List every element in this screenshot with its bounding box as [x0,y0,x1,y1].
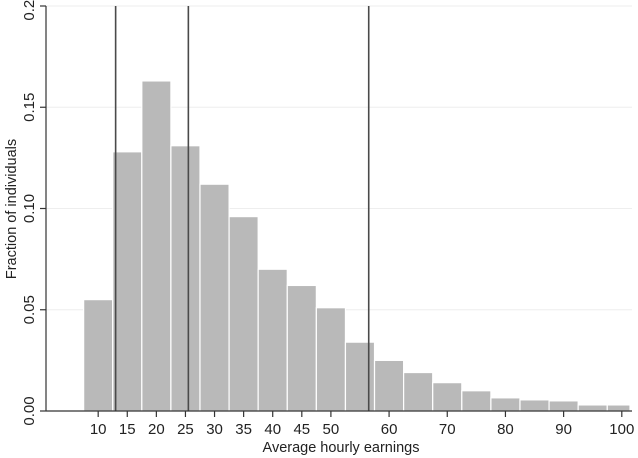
x-tick-label: 15 [119,421,136,438]
histogram-bar [432,382,463,412]
x-tick-label: 70 [439,421,456,438]
y-tick-label: 0.15 [21,93,38,122]
x-axis-title: Average hourly earnings [263,440,420,456]
histogram-bar [403,371,434,412]
histogram-bar [315,307,347,412]
histogram-bar [606,404,631,412]
y-tick-label: 0.00 [21,396,38,425]
y-axis-ticks: 0.00 0.05 0.10 0.15 0.20 [21,0,46,426]
y-axis-title: Fraction of individuals [4,139,20,279]
histogram-bar [257,268,288,412]
x-tick-label: 35 [235,421,252,438]
histogram-bars [83,80,631,412]
x-tick-label: 45 [293,421,310,438]
x-tick-label: 50 [323,421,340,438]
histogram-bar [577,404,608,412]
x-tick-label: 30 [206,421,223,438]
x-tick-label: 90 [555,421,572,438]
x-tick-label: 10 [90,421,107,438]
x-tick-label: 100 [609,421,634,438]
histogram-bar [519,399,550,412]
x-tick-label: 80 [497,421,514,438]
x-tick-label: 40 [264,421,281,438]
histogram-bar [286,284,317,412]
y-tick-label: 0.05 [21,295,38,324]
histogram-bar [112,151,143,412]
x-axis-ticks: 10 15 20 25 30 35 40 45 50 60 70 80 90 100 [90,411,634,438]
reference-lines [114,6,370,411]
histogram-bar [228,216,259,412]
histogram-bar [490,397,521,412]
histogram-bar [170,145,201,412]
x-tick-label: 60 [381,421,398,438]
histogram-bar [373,359,405,412]
histogram-bar [344,341,376,412]
y-tick-label: 0.20 [21,0,38,21]
histogram-bar [461,390,492,412]
histogram-bar [141,80,172,412]
histogram-bar [199,183,230,412]
histogram-bar [548,400,579,412]
y-tick-label: 0.10 [21,194,38,223]
histogram-bar [83,299,114,412]
x-tick-label: 25 [177,421,194,438]
x-tick-label: 20 [148,421,165,438]
